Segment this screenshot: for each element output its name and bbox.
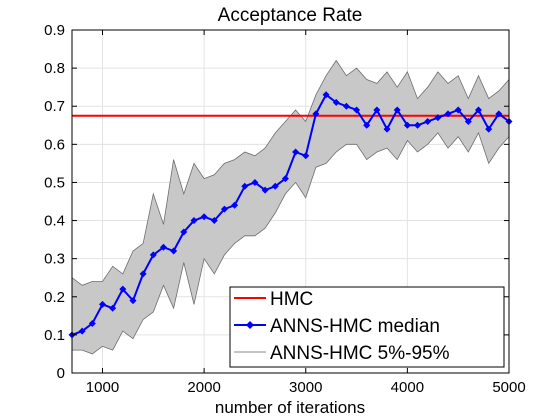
marker-layer: [68, 91, 513, 339]
median-point-18: [251, 178, 259, 186]
legend-box: [229, 286, 505, 368]
x-tick-label-3: 4000: [391, 379, 424, 396]
median-point-7: [139, 270, 147, 278]
median-point-2: [88, 319, 96, 327]
median-point-22: [292, 148, 300, 156]
median-point-37: [444, 110, 452, 118]
median-point-39: [464, 117, 472, 125]
median-point-36: [434, 114, 442, 122]
legend-label-hmc: HMC: [270, 289, 313, 310]
median-point-14: [210, 217, 218, 225]
x-tick-label-4: 5000: [492, 379, 525, 396]
median-point-19: [261, 186, 269, 194]
median-point-35: [424, 117, 432, 125]
median-point-17: [241, 182, 249, 190]
x-tick-label-2: 3000: [289, 379, 322, 396]
x-tick-label-0: 1000: [86, 379, 119, 396]
legend-label-median: ANNS-HMC median: [270, 316, 440, 337]
median-point-23: [302, 152, 310, 160]
median-point-41: [485, 125, 493, 133]
median-point-3: [98, 300, 106, 308]
median-point-20: [271, 182, 279, 190]
median-point-13: [200, 213, 208, 221]
y-tick-label-3: 0.3: [44, 251, 65, 268]
median-point-15: [220, 205, 228, 213]
median-point-34: [414, 121, 422, 129]
y-tick-label-6: 0.6: [44, 136, 65, 153]
median-point-9: [159, 243, 167, 251]
median-point-11: [180, 228, 188, 236]
y-tick-label-5: 0.5: [44, 174, 65, 191]
x-tick-label-1: 2000: [187, 379, 220, 396]
y-tick-label-9: 0.9: [44, 22, 65, 39]
median-point-27: [342, 102, 350, 110]
median-point-29: [363, 121, 371, 129]
median-point-16: [231, 201, 239, 209]
median-point-8: [149, 251, 157, 259]
median-point-6: [129, 297, 137, 305]
legend-label-band: ANNS-HMC 5%-95%: [270, 343, 450, 364]
median-point-1: [78, 327, 86, 335]
plot-frame: [71, 29, 510, 374]
axis-tick-labels: 1000 2000 3000 4000 5000 0 0.1 0.2 0.3 0.4 0.5 0.6 0…: [44, 22, 526, 396]
median-point-24: [312, 110, 320, 118]
y-tick-label-1: 0.1: [44, 327, 65, 344]
median-point-33: [403, 121, 411, 129]
median-point-28: [353, 106, 361, 114]
median-point-42: [495, 110, 503, 118]
median-point-5: [119, 285, 127, 293]
y-tick-label-0: 0: [57, 365, 65, 382]
y-tick-label-7: 0.7: [44, 98, 65, 115]
median-point-30: [373, 106, 381, 114]
median-point-32: [393, 106, 401, 114]
median-point-21: [281, 175, 289, 183]
median-point-10: [170, 247, 178, 255]
median-point-4: [109, 304, 117, 312]
legend: HMC ANNS-HMC median ANNS-HMC 5%-95%: [229, 286, 505, 368]
legend-swatch-median-marker: [246, 321, 254, 329]
median-point-12: [190, 217, 198, 225]
y-tick-label-8: 0.8: [44, 60, 65, 77]
x-axis-label: number of iterations: [215, 398, 365, 417]
median-point-31: [383, 125, 391, 133]
median-point-40: [475, 106, 483, 114]
chart-title: Acceptance Rate: [218, 5, 363, 26]
axis-ticks: [72, 29, 510, 374]
median-point-26: [332, 98, 340, 106]
median-point-25: [322, 91, 330, 99]
y-tick-label-4: 0.4: [44, 213, 65, 230]
median-point-38: [454, 106, 462, 114]
y-tick-label-2: 0.2: [44, 289, 65, 306]
